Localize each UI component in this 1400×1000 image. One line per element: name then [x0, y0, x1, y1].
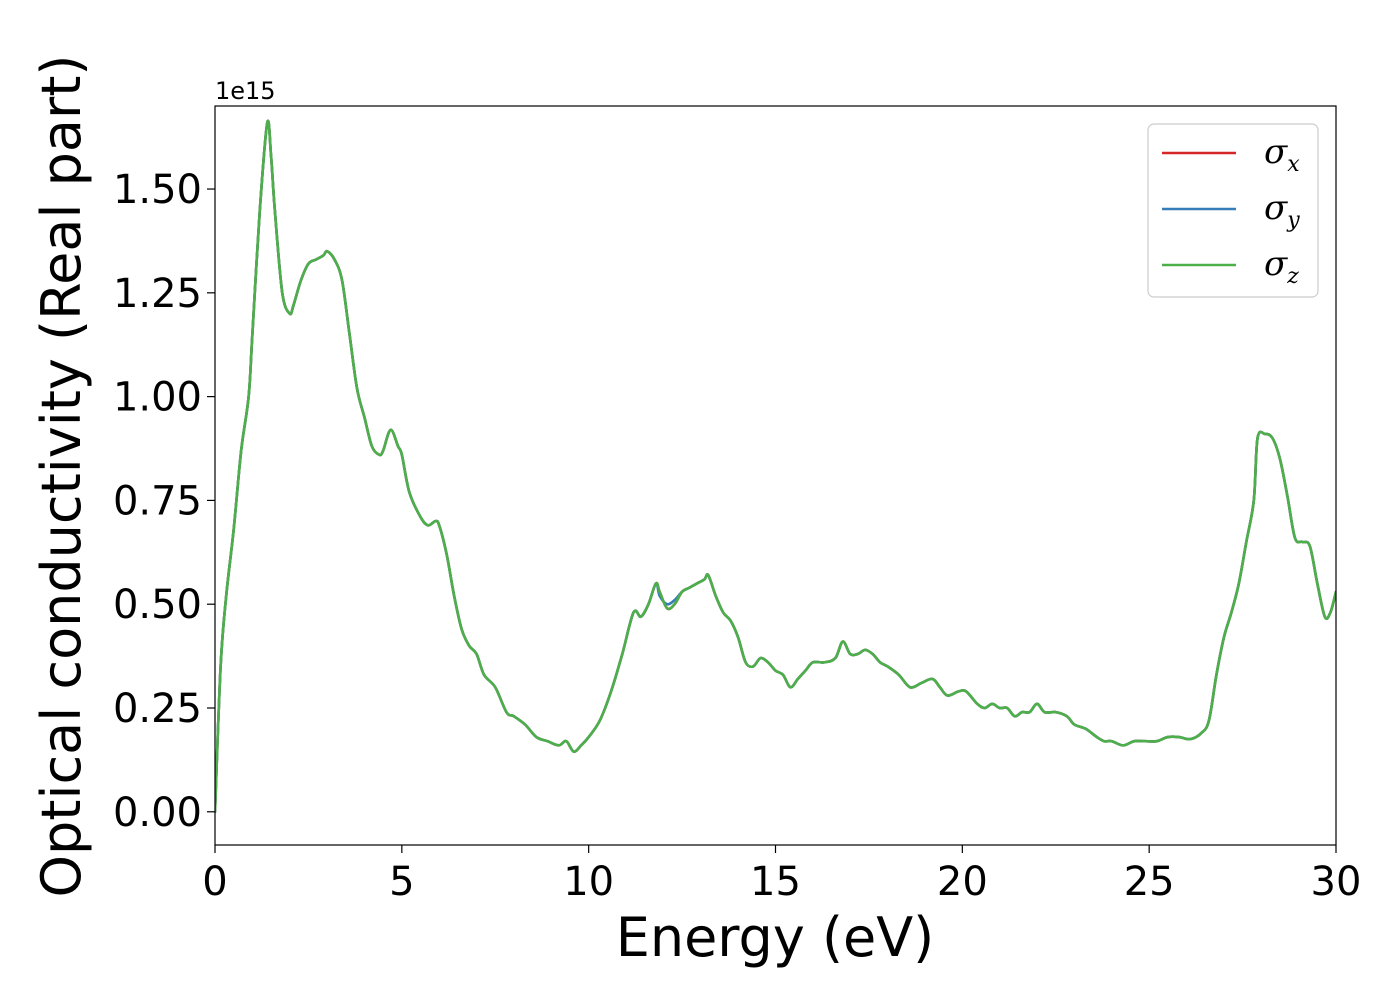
x-tick-label: 5	[389, 859, 414, 905]
x-tick-label: 15	[750, 859, 801, 905]
legend-label-y: σy	[1264, 188, 1300, 233]
x-axis: 0 5 10 15 20 25 30	[202, 845, 1361, 905]
y-tick-label: 1.50	[113, 167, 202, 213]
y-axis-title: Optical conductivity (Real part)	[30, 55, 93, 898]
y-tick-label: 0.00	[113, 790, 202, 836]
x-tick-label: 0	[202, 859, 227, 905]
x-axis-title: Energy (eV)	[616, 906, 935, 969]
legend-subscript: y	[1286, 208, 1300, 233]
x-tick-label: 20	[937, 859, 988, 905]
y-tick-label: 1.25	[113, 271, 202, 317]
x-tick-label: 10	[563, 859, 614, 905]
y-tick-label: 0.50	[113, 582, 202, 628]
legend-label-z: σz	[1264, 244, 1299, 289]
x-tick-label: 30	[1311, 859, 1362, 905]
legend-symbol: σ	[1264, 188, 1288, 228]
legend-label-x: σx	[1264, 132, 1300, 177]
legend-box	[1147, 123, 1319, 298]
y-tick-label: 0.25	[113, 686, 202, 732]
y-axis: 0.00 0.25 0.50 0.75 1.00 1.25 1.50	[113, 167, 215, 836]
plot-area	[214, 105, 1337, 846]
y-tick-label: 1.00	[113, 375, 202, 421]
legend-symbol: σ	[1264, 244, 1288, 284]
y-tick-label: 0.75	[113, 478, 202, 524]
legend-subscript: z	[1286, 264, 1299, 289]
y-offset-label: 1e15	[215, 77, 276, 105]
legend-symbol: σ	[1264, 132, 1288, 172]
series-line-z	[215, 119, 1336, 814]
series-layer	[215, 119, 1336, 814]
legend-subscript: x	[1287, 152, 1300, 177]
x-tick-label: 25	[1124, 859, 1175, 905]
